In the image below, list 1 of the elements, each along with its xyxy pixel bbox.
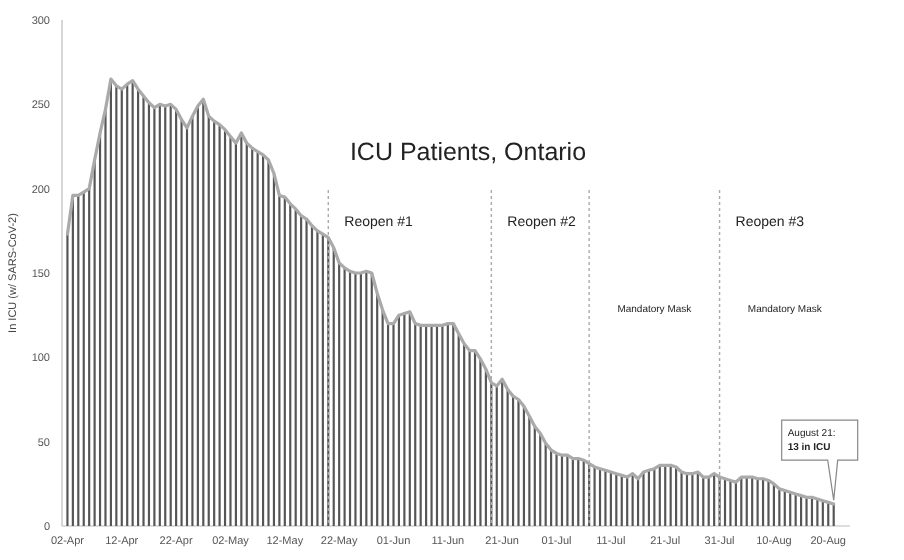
text: ICU Patients, Ontario bbox=[349, 138, 587, 166]
